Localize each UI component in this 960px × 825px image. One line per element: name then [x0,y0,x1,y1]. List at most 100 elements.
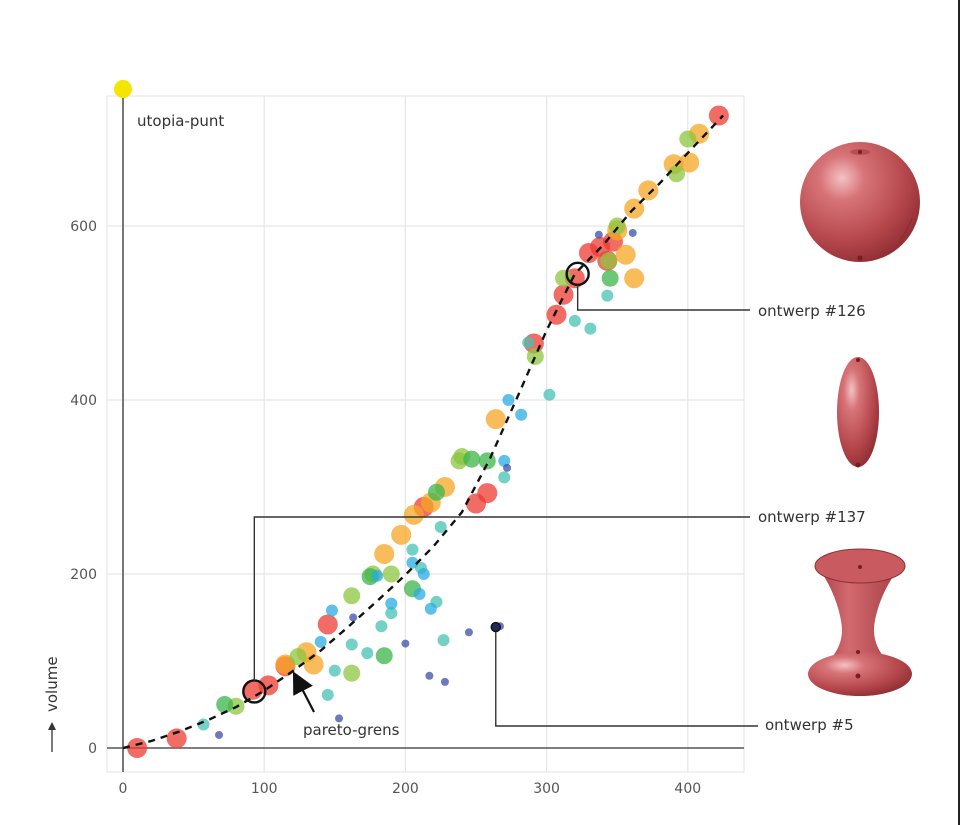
data-point [216,696,234,713]
data-point [361,647,374,660]
data-point [555,269,573,287]
utopia-point-marker [114,80,132,98]
data-point [406,543,419,556]
data-point [385,607,398,620]
data-point [553,284,574,305]
right-edge-border [958,0,960,825]
data-point [314,635,327,648]
data-point [498,471,511,484]
data-point [463,450,481,468]
grid-lines [106,95,745,773]
data-point [679,152,700,173]
data-point [166,728,187,749]
data-point [601,269,619,287]
data-point [638,180,659,201]
data-point [543,388,556,401]
data-point [477,483,498,504]
design-137-label: ontwerp #137 [758,508,866,526]
data-point [317,614,338,635]
data-point [485,409,506,430]
data-point [568,314,581,327]
x-tick-label: 300 [533,781,560,797]
pareto-front-label: pareto-grens [303,721,400,739]
data-point [502,394,515,406]
data-point [417,568,430,580]
data-point [325,604,338,617]
data-point [478,452,496,470]
y-axis-label: volume [43,656,61,712]
data-point [600,252,618,270]
data-point [406,556,419,569]
design-137-leader-line [253,516,750,681]
data-point [343,587,361,605]
data-point [434,521,447,534]
axes [107,92,744,772]
design-leader-lines [242,261,758,727]
x-tick-label: 200 [392,781,419,797]
data-point [303,654,324,675]
data-point [258,675,279,696]
data-points [127,105,729,758]
data-point [464,628,473,637]
data-point [385,597,398,610]
data-point [403,504,424,525]
data-point [349,613,358,622]
data-point [546,304,567,325]
y-tick-label: 400 [70,393,97,409]
data-point [375,620,388,633]
data-point [197,718,210,731]
x-tick-label: 0 [119,781,128,797]
design-5-label: ontwerp #5 [765,716,854,734]
y-tick-label: 200 [70,567,97,583]
data-point [425,671,434,680]
data-point [375,647,393,665]
y-tick-label: 0 [88,741,97,757]
y-axis-title: volume [43,656,61,752]
data-point [624,268,645,289]
data-point [127,738,148,758]
data-point [371,569,384,582]
data-point [401,639,410,648]
data-point [526,348,544,365]
design-126-sphere-illustration [800,142,920,262]
pareto-front-curve [122,114,724,750]
x-tick-label: 100 [251,781,278,797]
y-tick-label: 600 [70,219,97,235]
data-point [601,289,614,302]
data-point [289,648,307,666]
data-point [413,588,426,601]
x-tick-label: 400 [674,781,701,797]
data-point [424,602,437,615]
design-5-leader-line [495,632,758,727]
data-point [628,228,637,237]
design-5-spool-illustration [808,548,912,696]
data-point [708,105,729,126]
data-point [391,524,412,545]
data-point [615,244,636,265]
data-point [382,565,400,583]
data-point [343,664,361,682]
data-point [374,543,395,564]
design-5-marker [490,621,502,633]
data-point [345,638,358,651]
data-point [328,664,341,677]
data-point [440,677,449,686]
data-point [584,322,597,335]
pareto-front-line [122,114,724,750]
data-point [668,165,686,183]
data-point [594,230,603,239]
data-point [679,130,697,148]
data-point [437,634,450,647]
plot-frame [106,95,745,773]
data-point [503,463,512,472]
tick-labels: 0 100 200 300 400 0 200 400 600 [70,219,701,797]
data-point [215,730,224,739]
utopia-point-label: utopia-punt [137,112,224,130]
design-126-label: ontwerp #126 [758,302,866,320]
data-point [427,483,445,501]
data-point [321,688,334,701]
data-point [522,336,535,349]
design-126-leader-line [576,284,750,311]
pareto-front-arrow [292,671,315,713]
